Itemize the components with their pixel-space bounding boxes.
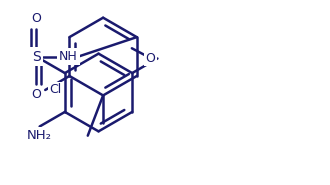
- Text: S: S: [32, 50, 41, 64]
- Text: O: O: [146, 52, 155, 65]
- Text: O: O: [31, 12, 41, 25]
- Text: Cl: Cl: [49, 83, 62, 96]
- Text: NH: NH: [59, 50, 78, 63]
- Text: NH₂: NH₂: [27, 129, 52, 142]
- Text: O: O: [31, 88, 41, 101]
